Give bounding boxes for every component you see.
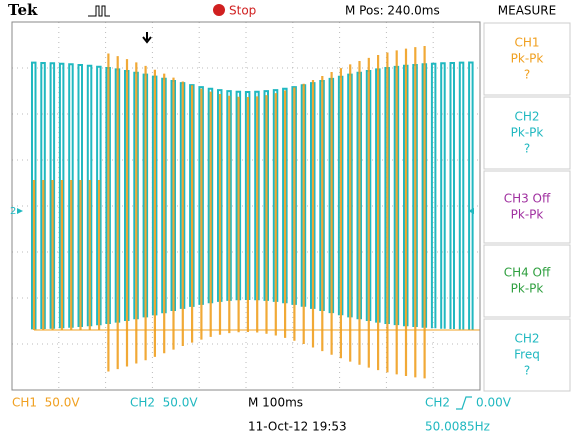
stop-indicator: [213, 4, 225, 16]
menu-label: Pk-Pk: [511, 52, 544, 66]
menu-label: CH2: [514, 110, 539, 124]
menu-label: ?: [524, 68, 530, 82]
menu-label: Pk-Pk: [511, 126, 544, 140]
ch1-scale: CH1 50.0V: [12, 396, 80, 410]
menu-title: MEASURE: [498, 4, 556, 18]
menu-label: Freq: [514, 348, 540, 362]
channel-marker: 2: [10, 206, 16, 217]
menu-label: Pk-Pk: [511, 282, 544, 296]
trigger-source: CH2: [425, 396, 450, 410]
menu-label: CH2: [514, 332, 539, 346]
menu-label: ?: [524, 364, 530, 378]
menu-label: CH3 Off: [504, 192, 551, 206]
menu-label: CH1: [514, 36, 539, 50]
brand: Tek: [8, 1, 38, 19]
timebase: M 100ms: [248, 396, 303, 410]
menu-label: Pk-Pk: [511, 208, 544, 222]
menu-label: ?: [524, 142, 530, 156]
frequency: 50.0085Hz: [425, 420, 490, 434]
trigger-level: 0.00V: [476, 396, 512, 410]
run-status: Stop: [229, 4, 256, 18]
ch2-scale: CH2 50.0V: [130, 396, 198, 410]
measure-menu: CH1 Pk-Pk? CH2 Pk-Pk? CH3 Off Pk-Pk CH4 Off Pk-…: [484, 23, 570, 391]
date-time: 11-Oct-12 19:53: [248, 420, 347, 434]
menu-label: CH4 Off: [504, 266, 551, 280]
position: M Pos: 240.0ms: [345, 4, 440, 18]
oscilloscope-screen: Tek Stop M Pos: 240.0ms MEASURE 2 CH1 Pk-…: [0, 0, 572, 439]
